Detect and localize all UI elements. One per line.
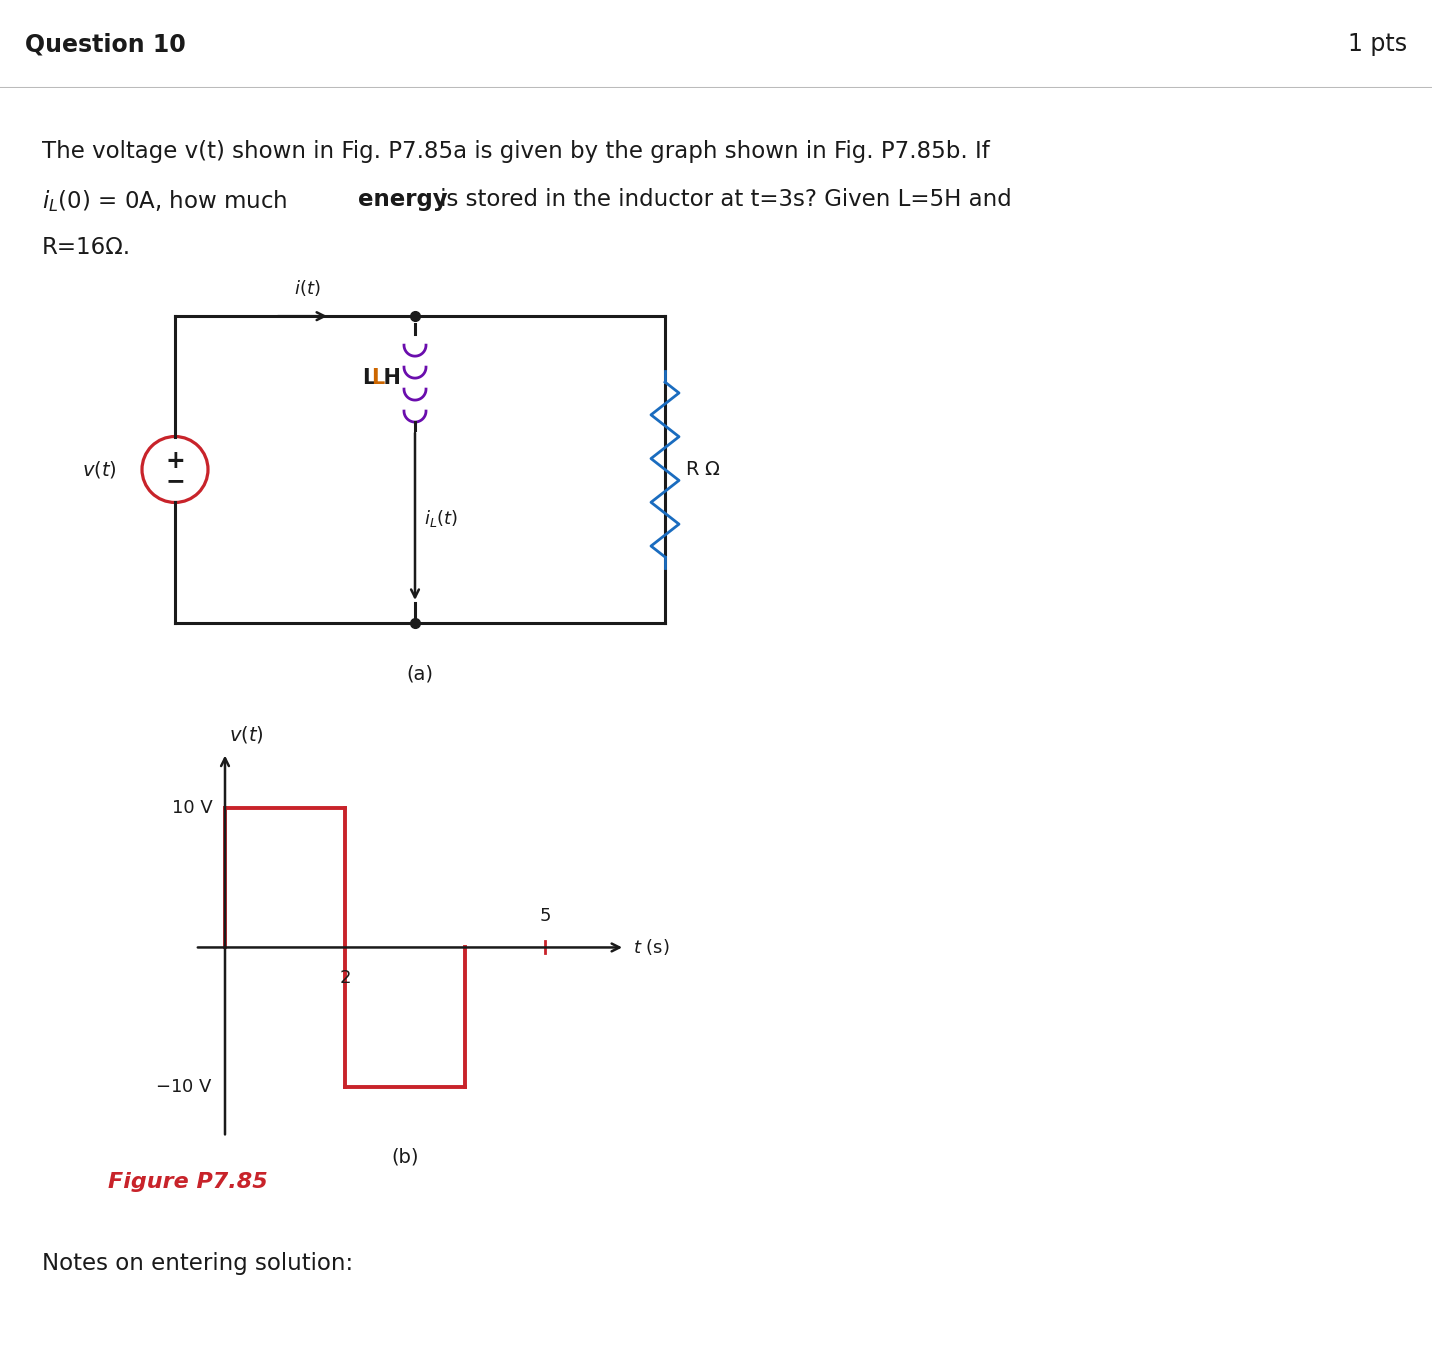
Text: Question 10: Question 10 — [24, 32, 186, 57]
Text: is stored in the inductor at t=3s? Given L=5H and: is stored in the inductor at t=3s? Given… — [432, 188, 1012, 212]
Text: $v(t)$: $v(t)$ — [229, 724, 263, 745]
Text: $-$10 V: $-$10 V — [155, 1079, 213, 1096]
Text: L: L — [371, 369, 384, 387]
Text: $i(t)$: $i(t)$ — [294, 278, 321, 298]
Text: R $\Omega$: R $\Omega$ — [684, 460, 720, 479]
Text: The voltage v(t) shown in Fig. P7.85a is given by the graph shown in Fig. P7.85b: The voltage v(t) shown in Fig. P7.85a is… — [42, 140, 990, 163]
Text: Notes on entering solution:: Notes on entering solution: — [42, 1251, 354, 1276]
Text: 5: 5 — [540, 907, 551, 926]
Text: L H: L H — [364, 369, 401, 387]
Text: Figure P7.85: Figure P7.85 — [107, 1172, 268, 1192]
Text: 2: 2 — [339, 969, 351, 987]
Text: 1 pts: 1 pts — [1348, 32, 1408, 57]
Text: +: + — [165, 448, 185, 472]
Text: (b): (b) — [391, 1148, 418, 1166]
Text: (a): (a) — [407, 664, 434, 683]
Text: 10 V: 10 V — [172, 799, 213, 817]
Text: R=16Ω.: R=16Ω. — [42, 236, 132, 259]
Text: $i_L(t)$: $i_L(t)$ — [424, 508, 458, 529]
Text: energy: energy — [358, 188, 448, 212]
Text: $t$ (s): $t$ (s) — [633, 937, 670, 957]
Text: $v(t)$: $v(t)$ — [82, 459, 117, 481]
Text: $i_L$(0) = 0A, how much: $i_L$(0) = 0A, how much — [42, 188, 289, 215]
Text: −: − — [165, 470, 185, 494]
